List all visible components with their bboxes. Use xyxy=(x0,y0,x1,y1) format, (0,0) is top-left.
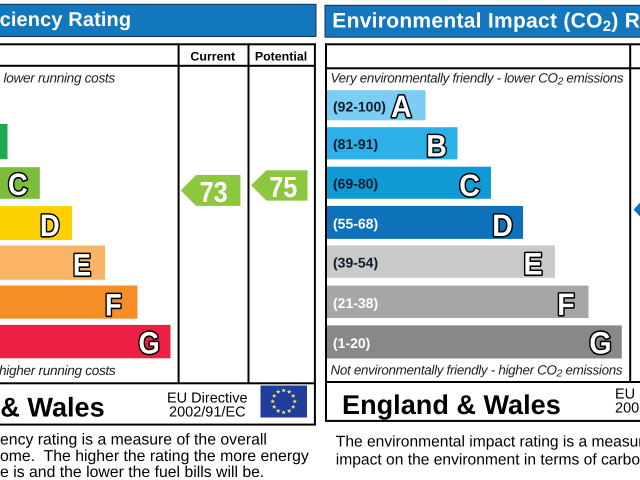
svg-text:Very environmentally friendly: Very environmentally friendly - lower CO… xyxy=(331,70,624,87)
svg-text:Current: Current xyxy=(190,49,235,63)
svg-text:(39-54): (39-54) xyxy=(333,255,378,271)
svg-text:(69-80): (69-80) xyxy=(333,176,378,192)
svg-text:(92-100): (92-100) xyxy=(333,98,386,114)
svg-text:E: E xyxy=(73,248,91,283)
svg-text:The energy efficiency rating i: The energy efficiency rating is a measur… xyxy=(0,431,267,448)
svg-text:(55-68): (55-68) xyxy=(333,215,378,231)
svg-text:England & Wales: England & Wales xyxy=(0,392,105,423)
svg-text:G: G xyxy=(589,326,611,361)
svg-text:efficient the home is and the: efficient the home is and the lower the … xyxy=(0,464,264,480)
svg-text:73: 73 xyxy=(200,177,228,209)
svg-text:F: F xyxy=(557,287,574,322)
svg-text:D: D xyxy=(492,208,513,243)
svg-text:EU Directive: EU Directive xyxy=(167,390,248,406)
svg-text:Not environmentally friendly -: Not environmentally friendly - higher CO… xyxy=(331,362,623,379)
svg-text:D: D xyxy=(40,208,60,243)
svg-text:impact on the environment in t: impact on the environment in terms of ca… xyxy=(336,451,640,468)
svg-text:A: A xyxy=(391,89,412,124)
svg-text:75: 75 xyxy=(269,172,297,204)
svg-text:G: G xyxy=(138,326,159,361)
svg-text:B: B xyxy=(426,128,447,163)
svg-text:2002/91/EC: 2002/91/EC xyxy=(615,401,640,417)
svg-text:Environmental Impact (CO2) Rat: Environmental Impact (CO2) Rating xyxy=(332,10,640,36)
svg-text:(1-20): (1-20) xyxy=(333,335,370,351)
svg-text:(81-91): (81-91) xyxy=(333,136,378,152)
svg-text:2002/91/EC: 2002/91/EC xyxy=(169,404,246,420)
svg-text:Very energy efficient - lower: Very energy efficient - lower running co… xyxy=(0,70,115,85)
svg-text:E: E xyxy=(523,247,542,282)
svg-text:C: C xyxy=(459,168,480,203)
svg-text:efficiency of a home. The hig: efficiency of a home. The higher the rat… xyxy=(0,448,309,465)
svg-text:Not energy efficient - higher: Not energy efficient - higher running co… xyxy=(0,363,116,378)
svg-text:England & Wales: England & Wales xyxy=(342,389,561,420)
svg-text:C: C xyxy=(8,167,28,202)
svg-text:Energy Efficiency Rating: Energy Efficiency Rating xyxy=(0,9,131,31)
svg-text:The environmental impact ratin: The environmental impact rating is a mea… xyxy=(336,433,640,450)
svg-text:EU Directive: EU Directive xyxy=(615,387,640,403)
svg-text:Potential: Potential xyxy=(255,49,307,63)
svg-text:F: F xyxy=(105,287,122,322)
svg-text:(21-38): (21-38) xyxy=(333,295,378,311)
